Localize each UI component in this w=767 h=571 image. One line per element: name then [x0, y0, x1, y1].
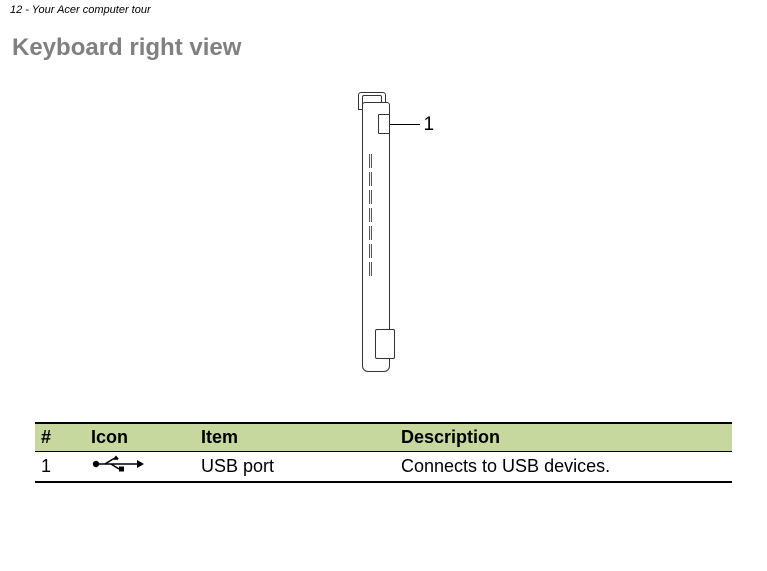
vent-slot	[369, 244, 372, 258]
col-header-icon: Icon	[85, 423, 195, 452]
usb-icon	[91, 455, 145, 478]
table-header-row: # Icon Item Description	[35, 423, 732, 452]
col-header-desc: Description	[395, 423, 732, 452]
cell-num: 1	[35, 452, 85, 483]
section-heading: Keyboard right view	[12, 34, 767, 62]
table-row: 1 USB	[35, 452, 732, 483]
keyboard-right-figure: 1	[354, 92, 414, 382]
vent-slot	[369, 208, 372, 222]
callout-label-1: 1	[424, 114, 435, 136]
keyboard-outline	[362, 102, 390, 372]
vent-slot	[369, 262, 372, 276]
ports-table-wrap: # Icon Item Description 1	[35, 422, 732, 483]
vent-slot	[369, 154, 372, 168]
vent-slot	[369, 226, 372, 240]
col-header-item: Item	[195, 423, 395, 452]
cell-desc: Connects to USB devices.	[395, 452, 732, 483]
page-header: 12 - Your Acer computer tour	[0, 0, 767, 16]
callout-line-1	[390, 124, 420, 125]
vent-slot	[369, 190, 372, 204]
cell-icon	[85, 452, 195, 483]
keyboard-bottom-notch	[375, 329, 395, 359]
ports-table: # Icon Item Description 1	[35, 422, 732, 483]
usb-port-shape	[378, 114, 390, 134]
vent-slot	[369, 172, 372, 186]
figure-container: 1	[0, 92, 767, 382]
col-header-num: #	[35, 423, 85, 452]
cell-item: USB port	[195, 452, 395, 483]
